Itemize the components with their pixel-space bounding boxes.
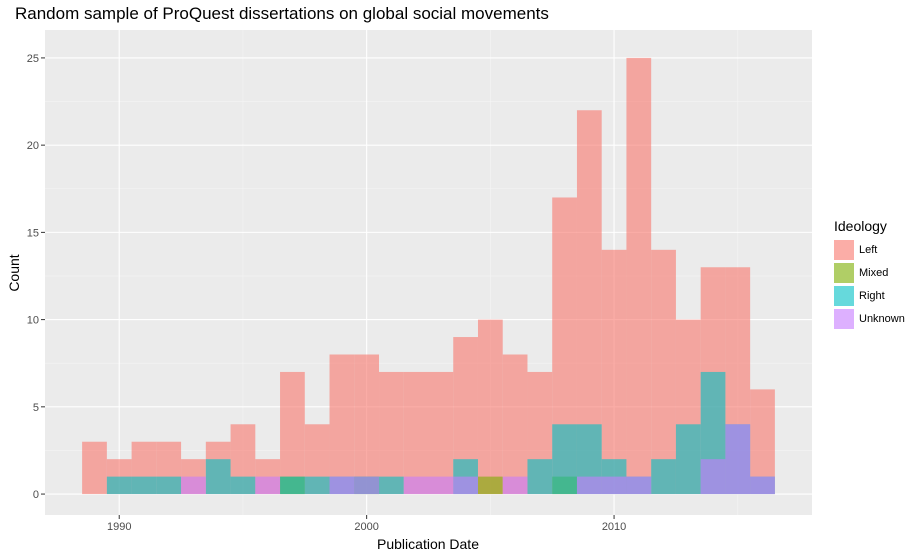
y-tick-label: 0: [33, 489, 39, 501]
y-tick-label: 10: [27, 315, 39, 327]
x-tick-label: 1990: [107, 521, 131, 533]
bar-left: [403, 371, 429, 495]
bar-unknown: [576, 476, 602, 495]
bar-left: [502, 354, 528, 495]
bar-left: [82, 441, 107, 495]
bar-right: [280, 476, 305, 495]
bar-mixed: [477, 476, 503, 495]
bar-unknown: [181, 476, 206, 495]
bar-left: [626, 57, 652, 495]
bar-left: [428, 371, 454, 495]
legend-item-mixed: Mixed: [834, 261, 905, 284]
bar-right: [304, 476, 330, 495]
bar-right: [106, 476, 132, 495]
bar-unknown: [354, 476, 380, 495]
x-tick-label: 2000: [354, 521, 378, 533]
bar-unknown: [453, 476, 478, 495]
bar-unknown: [329, 476, 355, 495]
y-tick-label: 15: [27, 227, 39, 239]
legend-label-left: Left: [859, 243, 878, 256]
legend: Ideology Left Mixed Right Unknown: [834, 218, 905, 330]
legend-label-unknown: Unknown: [859, 312, 905, 325]
x-tick-label: 2010: [602, 521, 626, 533]
x-axis-label: Publication Date: [377, 536, 479, 552]
legend-key-left: [834, 239, 854, 260]
chart-title: Random sample of ProQuest dissertations …: [15, 4, 549, 23]
bar-unknown: [700, 459, 726, 495]
bar-left: [329, 354, 355, 495]
bar-unknown: [255, 476, 281, 495]
y-tick-label: 5: [33, 402, 39, 414]
legend-item-left: Left: [834, 238, 905, 261]
bar-right: [527, 459, 553, 495]
bar-right: [131, 476, 157, 495]
y-tick-label: 20: [27, 140, 39, 152]
bar-unknown: [601, 476, 627, 495]
legend-item-right: Right: [834, 284, 905, 307]
bar-left: [280, 371, 305, 495]
bar-unknown: [626, 476, 652, 495]
legend-key-unknown: [834, 308, 854, 329]
legend-item-unknown: Unknown: [834, 307, 905, 330]
legend-label-mixed: Mixed: [859, 266, 889, 279]
bar-right: [552, 424, 577, 495]
bar-left: [354, 354, 380, 495]
bar-unknown: [750, 476, 775, 495]
bar-right: [379, 476, 404, 495]
legend-title: Ideology: [834, 218, 887, 234]
bar-left: [601, 249, 627, 495]
bar-right: [230, 476, 256, 495]
bar-left: [477, 319, 503, 495]
bar-unknown: [502, 476, 528, 495]
legend-label-right: Right: [859, 289, 885, 302]
bar-left: [651, 249, 676, 495]
bar-right: [156, 476, 182, 495]
bar-unknown: [428, 476, 454, 495]
y-tick-label: 25: [27, 53, 39, 65]
bar-right: [205, 459, 231, 495]
legend-key-mixed: [834, 262, 854, 283]
bar-right: [651, 459, 676, 495]
bar-left: [379, 371, 404, 495]
bar-right: [675, 424, 701, 495]
bar-unknown: [725, 424, 751, 495]
legend-key-right: [834, 285, 854, 306]
bar-unknown: [403, 476, 429, 495]
